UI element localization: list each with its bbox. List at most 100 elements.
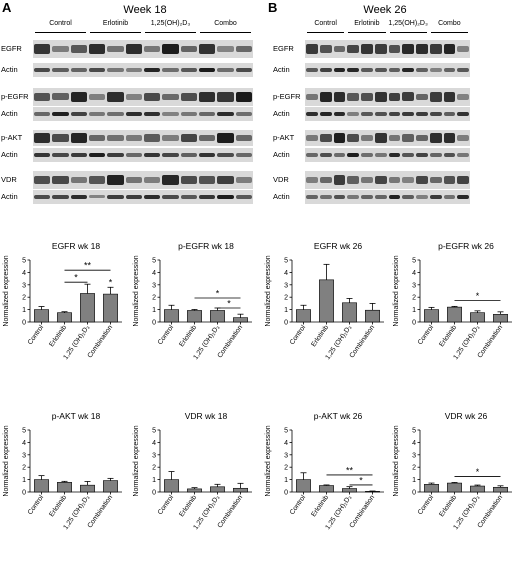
blot-band — [52, 93, 69, 101]
x-tick-label: Control — [27, 324, 46, 346]
blot-band — [34, 112, 51, 116]
bar — [233, 487, 248, 493]
y-tick-label: 1 — [22, 477, 26, 484]
blot-band — [70, 194, 87, 200]
blot-band — [457, 135, 469, 141]
blot-band — [180, 112, 197, 116]
significance-star: ** — [84, 261, 92, 271]
y-tick-label: 4 — [412, 440, 416, 447]
y-tick-label: 4 — [22, 270, 26, 277]
bar — [424, 309, 439, 323]
blot-band — [306, 94, 318, 100]
y-tick-label: 4 — [152, 270, 156, 277]
blot-band — [235, 134, 252, 142]
blot-band — [306, 135, 318, 141]
blot-band — [199, 112, 216, 116]
y-tick-label: 2 — [152, 295, 156, 302]
blot-band — [443, 133, 456, 143]
blot-band — [429, 92, 442, 102]
blot-strip — [305, 171, 470, 189]
blot-band — [125, 44, 142, 54]
chart-title: VDR wk 26 — [445, 411, 488, 421]
blot-band — [162, 43, 179, 55]
bar — [342, 488, 357, 493]
y-tick-label: 5 — [284, 258, 288, 265]
blot-band — [235, 195, 252, 199]
blot-band — [347, 67, 359, 73]
bar — [34, 309, 49, 323]
blot-row-label: Actin — [273, 109, 290, 118]
y-tick-label: 5 — [152, 428, 156, 435]
blot-band — [52, 46, 69, 52]
blot-band — [89, 134, 106, 142]
blot-strip — [305, 63, 470, 77]
x-tick-label: Control — [289, 324, 308, 346]
blot-band — [457, 175, 469, 185]
y-tick-label: 3 — [284, 452, 288, 459]
blot-strip — [33, 130, 253, 146]
blot-band — [52, 133, 69, 143]
blot-band — [402, 195, 414, 199]
blot-band — [235, 153, 252, 157]
panel-letter-a: A — [2, 0, 12, 15]
blot-group-line — [307, 32, 345, 33]
x-tick-label: Combination — [217, 494, 245, 529]
chart-pegfr-wk18: p-EGFR wk 18 Normalized expression 0 1 2 3 4 5 C… — [133, 241, 252, 361]
blot-band — [162, 174, 179, 186]
bar — [80, 484, 95, 493]
blot-band — [125, 194, 142, 200]
blot-group-line — [430, 32, 468, 33]
blot-row-label: p-AKT — [273, 133, 295, 142]
blot-band — [144, 67, 161, 73]
blot-band — [388, 45, 401, 53]
blot-band — [319, 91, 332, 103]
blot-band — [144, 177, 161, 183]
bar — [365, 309, 380, 323]
blot-band — [457, 194, 469, 200]
blot-band — [443, 153, 456, 157]
blot-band — [199, 194, 216, 200]
significance-star: * — [476, 291, 480, 301]
blot-strip — [305, 148, 470, 162]
blot-row-label: Actin — [1, 65, 18, 74]
y-tick-label: 5 — [284, 428, 288, 435]
blot-band — [107, 134, 124, 142]
x-tick-label: Erlotinib — [178, 324, 198, 348]
y-tick-label: 1 — [412, 307, 416, 314]
blot-band — [443, 112, 456, 116]
blot-group-line — [348, 32, 386, 33]
blot-band — [361, 68, 373, 72]
blot-band — [361, 44, 373, 54]
blot-band — [333, 195, 346, 199]
blot-band — [34, 175, 51, 184]
bar — [103, 480, 118, 493]
blot-band — [306, 195, 318, 199]
blot-band — [457, 68, 469, 72]
x-tick-label: Erlotinib — [48, 324, 68, 348]
blot-group-label: 1,25(OH)₂D₃ — [150, 20, 191, 27]
y-tick-label: 3 — [152, 452, 156, 459]
y-axis-label: Normalized expression — [265, 255, 272, 326]
blot-band — [52, 111, 69, 117]
blot-band — [374, 153, 387, 157]
y-tick-label: 4 — [284, 440, 288, 447]
chart-title: p-EGFR wk 26 — [438, 241, 494, 251]
x-tick-label: Erlotinib — [48, 494, 68, 518]
blot-strip — [305, 130, 470, 146]
bar — [210, 310, 225, 323]
blot-band — [162, 194, 179, 200]
chart-title: EGFR wk 18 — [52, 241, 100, 251]
blot-band — [235, 91, 252, 103]
blot-band — [374, 175, 387, 185]
blot-band — [52, 68, 69, 72]
x-tick-label: Control — [27, 494, 46, 516]
y-axis-label: Normalized expression — [133, 255, 140, 326]
blot-band — [333, 92, 346, 102]
bar — [319, 279, 334, 323]
blot-band — [429, 176, 442, 184]
blot-band — [347, 195, 359, 199]
blot-band — [199, 176, 216, 184]
x-tick-label: Combination — [477, 324, 505, 359]
blot-group-label: Control — [314, 20, 337, 27]
x-tick-label: Control — [157, 324, 176, 346]
